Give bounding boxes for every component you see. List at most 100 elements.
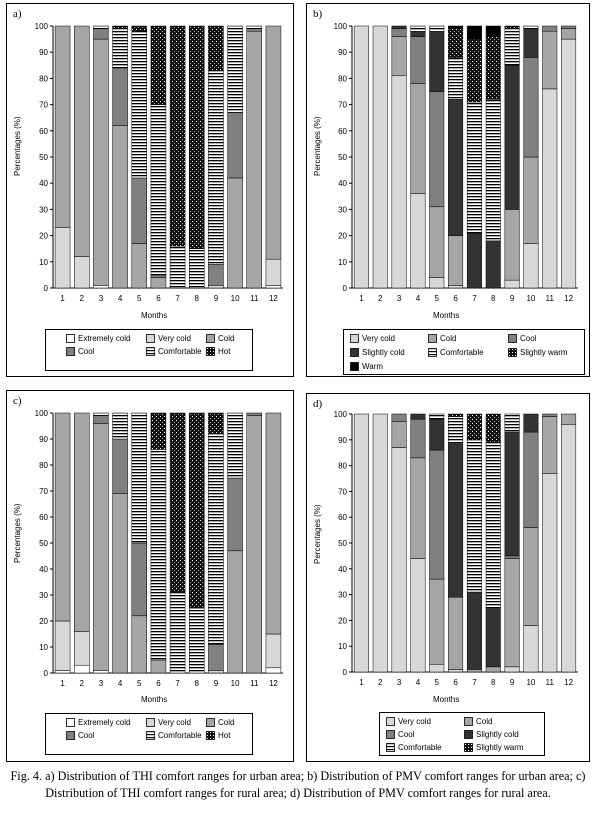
x-tick-label: 3 bbox=[397, 294, 402, 303]
bar-segment-cold bbox=[391, 36, 407, 77]
legend-label: Cold bbox=[476, 717, 493, 726]
bar-segment-hot bbox=[150, 25, 167, 105]
legend-label: Cold bbox=[218, 334, 235, 343]
legend-swatch bbox=[464, 743, 473, 752]
chart-b-legend: Very cold Cold Cool Slightly cold Comfortabl… bbox=[343, 329, 585, 375]
bar-segment-very-cold bbox=[353, 25, 369, 289]
legend-swatch bbox=[386, 717, 395, 726]
y-tick-label: 30 bbox=[39, 205, 48, 214]
y-tick-label: 80 bbox=[338, 462, 347, 471]
y-tick-label: 60 bbox=[39, 127, 48, 136]
bar-segment-cold bbox=[523, 527, 539, 626]
bar-segment-cold bbox=[410, 83, 426, 194]
bar-segment-comfortable bbox=[189, 607, 205, 674]
x-tick-label: 7 bbox=[472, 678, 477, 687]
x-tick-label: 12 bbox=[269, 294, 278, 303]
chart-d-xlabel: Months bbox=[433, 695, 460, 704]
bar-segment-extremely-cold bbox=[74, 664, 90, 674]
legend-item-cool: Cool bbox=[508, 334, 536, 343]
bar-segment-hot bbox=[112, 25, 128, 29]
legend-swatch bbox=[350, 362, 359, 371]
bar-segment-comfortable bbox=[208, 433, 224, 645]
legend-item-slightly-cold: Slightly cold bbox=[464, 730, 519, 739]
legend-swatch bbox=[146, 347, 155, 356]
bar-segment-cool bbox=[208, 264, 224, 286]
bar-segment-comfortable bbox=[523, 25, 539, 29]
legend-label: Cool bbox=[398, 730, 415, 739]
bar-segment-very-cold bbox=[523, 625, 539, 673]
bar-segment-cool bbox=[227, 477, 243, 552]
bar-segment-very-cold bbox=[372, 413, 388, 673]
legend-swatch bbox=[428, 334, 437, 343]
bar-segment-cold bbox=[131, 243, 147, 289]
legend-label: Cool bbox=[520, 334, 537, 343]
legend-item-cool: Cool bbox=[66, 347, 94, 356]
x-tick-label: 9 bbox=[510, 294, 515, 303]
y-tick-label: 40 bbox=[338, 565, 347, 574]
y-tick-label: 10 bbox=[39, 643, 48, 652]
bar-segment-comfortable bbox=[485, 99, 501, 242]
y-tick-label: 70 bbox=[39, 101, 48, 110]
y-tick-label: 100 bbox=[334, 410, 348, 419]
x-tick-label: 10 bbox=[231, 679, 240, 688]
y-tick-label: 20 bbox=[39, 232, 48, 241]
bar-segment-warm bbox=[466, 25, 482, 40]
bar-segment-cool bbox=[391, 413, 407, 422]
bar-segment-cool bbox=[391, 28, 407, 37]
bar-segment-comfortable bbox=[246, 25, 262, 29]
legend-swatch bbox=[66, 718, 75, 727]
bar-segment-very-cold bbox=[265, 258, 282, 286]
bar-segment-comfortable bbox=[429, 25, 445, 32]
legend-label: Extremely cold bbox=[78, 718, 131, 727]
bar-segment-cold bbox=[561, 413, 577, 425]
x-tick-label: 10 bbox=[526, 294, 535, 303]
bar-segment-cool bbox=[542, 25, 558, 32]
bar-segment-very-cold bbox=[208, 285, 224, 289]
legend-label: Very cold bbox=[158, 718, 191, 727]
x-tick-label: 6 bbox=[453, 678, 458, 687]
chart-c-legend: Extremely cold Very cold Cold Cool Comfortab… bbox=[45, 713, 253, 755]
bar-segment-hot bbox=[208, 25, 224, 71]
y-tick-label: 100 bbox=[334, 22, 348, 31]
bar-segment-comfortable bbox=[448, 416, 464, 443]
bar-segment-very-cold bbox=[74, 256, 90, 289]
bar-segment-very-cold bbox=[410, 193, 426, 289]
bar-segment-slightly-cold bbox=[466, 591, 482, 670]
bar-segment-warm bbox=[448, 25, 464, 29]
bar-segment-comfortable bbox=[227, 412, 243, 479]
y-tick-label: 20 bbox=[338, 232, 347, 241]
bar-segment-cold bbox=[561, 28, 577, 40]
bar-segment-slightly-cold bbox=[523, 413, 539, 433]
x-tick-label: 11 bbox=[250, 679, 259, 688]
bar-segment-comfortable bbox=[189, 248, 205, 289]
x-tick-label: 12 bbox=[269, 679, 278, 688]
y-tick-label: 90 bbox=[338, 48, 347, 57]
bar-segment-cool bbox=[227, 112, 243, 179]
bar-segment-slightly-warm bbox=[448, 413, 464, 417]
legend-item-hot: Hot bbox=[206, 731, 230, 740]
bar-segment-cold bbox=[504, 209, 520, 281]
x-tick-label: 9 bbox=[510, 678, 515, 687]
legend-label: Warm bbox=[362, 362, 384, 371]
legend-swatch bbox=[146, 731, 155, 740]
bar-segment-cool bbox=[150, 274, 167, 278]
y-tick-label: 80 bbox=[39, 74, 48, 83]
legend-swatch bbox=[386, 730, 395, 739]
bar-segment-comfortable bbox=[93, 412, 109, 416]
bar-segment-very-cold bbox=[448, 285, 464, 289]
bar-segment-cold bbox=[74, 412, 90, 632]
bar-segment-cool bbox=[410, 36, 426, 84]
y-tick-label: 0 bbox=[44, 284, 49, 293]
panel-b: b) 0 10 20 30 40 50 60 70 80 90 100 1 2 3 4 5 6 7 8 9 10 11 12… bbox=[306, 3, 590, 377]
bar-segment-extremely-cold bbox=[265, 667, 282, 674]
x-tick-label: 4 bbox=[118, 294, 123, 303]
bar-segment-comfortable bbox=[429, 413, 445, 420]
chart-b-xlabel: Months bbox=[433, 311, 460, 320]
y-tick-label: 10 bbox=[338, 642, 347, 651]
y-tick-label: 80 bbox=[39, 461, 48, 470]
bar-segment-hot bbox=[131, 25, 147, 32]
bar-segment-comfortable bbox=[448, 57, 464, 100]
bar-segment-very-cold bbox=[54, 620, 71, 671]
